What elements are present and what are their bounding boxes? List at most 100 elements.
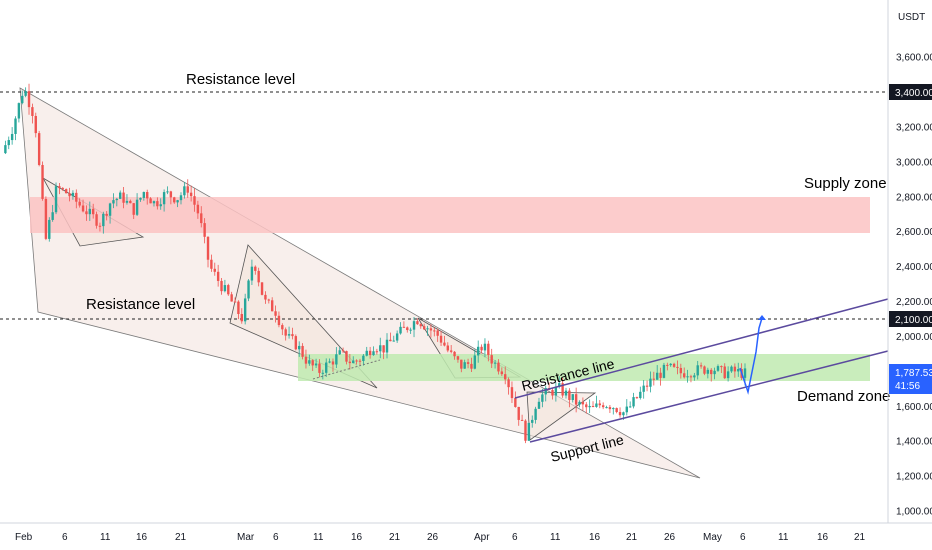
- projected-arrow-head: [758, 315, 766, 320]
- price-tick-label: 1,600.00: [896, 402, 932, 413]
- candle-body: [152, 201, 156, 204]
- candle-body: [281, 325, 284, 330]
- date-tick-label: 16: [589, 532, 601, 543]
- candle-body: [61, 188, 64, 190]
- date-tick-label: 6: [512, 532, 518, 543]
- candle-body: [240, 314, 243, 322]
- candle-body: [409, 329, 412, 331]
- candle-body: [139, 197, 142, 200]
- candle-body: [264, 294, 267, 300]
- candle-body: [483, 343, 487, 351]
- candle-body: [41, 164, 44, 199]
- candle-body: [318, 363, 321, 373]
- candle-body: [7, 140, 10, 146]
- candle-body: [683, 373, 686, 378]
- candle-body: [189, 192, 193, 197]
- candle-body: [54, 186, 58, 213]
- candle-body: [470, 363, 473, 369]
- date-tick-label: 11: [313, 532, 324, 543]
- candle-body: [257, 270, 260, 283]
- candle-body: [122, 192, 125, 203]
- price-badge-2100-label: 2,100.00: [895, 315, 932, 326]
- candle-body: [480, 346, 483, 351]
- date-tick-label: 21: [854, 532, 866, 543]
- candle-body: [625, 406, 628, 413]
- candle-body: [108, 203, 112, 216]
- time-axis[interactable]: Feb 6 11 16 21 Mar 6 11 16 21 26 Apr 6 11 16 21 26 May 6 11…: [0, 522, 932, 543]
- candle-body: [439, 335, 443, 343]
- candle-body: [662, 364, 666, 378]
- candle-body: [713, 370, 716, 375]
- candle-body: [544, 388, 547, 395]
- candle-body: [622, 412, 625, 416]
- candle-body: [362, 355, 365, 361]
- candle-body: [129, 200, 132, 204]
- candle-body: [156, 201, 159, 207]
- candle-body: [605, 407, 608, 409]
- candle-body: [635, 397, 639, 399]
- candle-body: [223, 285, 227, 292]
- candle-body: [520, 419, 524, 421]
- candle-body: [612, 408, 615, 410]
- candle-body: [406, 327, 409, 331]
- candle-body: [737, 369, 740, 372]
- date-tick-label: 6: [273, 532, 279, 543]
- candle-body: [571, 394, 574, 401]
- candle-body: [88, 208, 92, 215]
- candle-body: [24, 91, 27, 96]
- candle-body: [321, 372, 325, 374]
- candle-body: [666, 364, 669, 366]
- candle-body: [696, 365, 699, 376]
- candle-body: [68, 193, 71, 197]
- price-axis[interactable]: USDT 3,600.00 3,400.00 3,200.00 3,000.00 2,8…: [887, 0, 932, 523]
- candle-body: [686, 376, 689, 378]
- candle-body: [716, 366, 720, 371]
- date-tick-label: 21: [175, 532, 187, 543]
- candle-body: [473, 355, 477, 369]
- candle-body: [287, 334, 291, 336]
- small-wedge-4: [526, 391, 597, 441]
- candle-body: [527, 422, 531, 441]
- date-tick-label: Feb: [15, 532, 33, 543]
- date-tick-label: 21: [626, 532, 638, 543]
- candle-body: [585, 404, 588, 408]
- date-tick-label: 16: [136, 532, 148, 543]
- candle-body: [102, 213, 105, 227]
- candle-body: [98, 225, 102, 227]
- candle-body: [642, 385, 645, 392]
- candle-body: [558, 383, 561, 387]
- candle-body: [706, 369, 710, 374]
- candle-body: [561, 383, 564, 396]
- candle-body: [699, 365, 703, 367]
- candle-body: [358, 360, 362, 362]
- date-tick-labels: Feb 6 11 16 21 Mar 6 11 16 21 26 Apr 6 11 16 21 26 May 6 11…: [15, 532, 866, 543]
- candle-body: [379, 345, 382, 352]
- candle-body: [368, 350, 372, 356]
- demand-zone: [298, 354, 870, 381]
- candle-body: [10, 133, 14, 141]
- channel-resistance-line: [514, 298, 889, 399]
- candle-body: [85, 211, 88, 215]
- candle-body: [618, 412, 622, 416]
- candle-body: [210, 259, 213, 269]
- candle-body: [372, 351, 375, 356]
- candle-body: [446, 345, 449, 351]
- candle-body: [75, 192, 78, 202]
- candle-body: [693, 375, 696, 378]
- candle-body: [564, 390, 568, 396]
- candle-body: [345, 351, 348, 362]
- candle-body: [598, 403, 601, 406]
- candle-body: [591, 405, 595, 407]
- candle-body: [186, 186, 189, 193]
- candle-body: [149, 198, 152, 204]
- candle-body: [628, 406, 632, 408]
- candle-body: [243, 298, 247, 322]
- candle-body: [146, 192, 149, 199]
- candle-body: [193, 196, 196, 205]
- candle-body: [588, 405, 591, 408]
- price-tick-label: 2,800.00: [896, 192, 932, 203]
- candle-body: [639, 391, 642, 399]
- candle-body: [659, 372, 662, 378]
- candle-body: [304, 356, 308, 364]
